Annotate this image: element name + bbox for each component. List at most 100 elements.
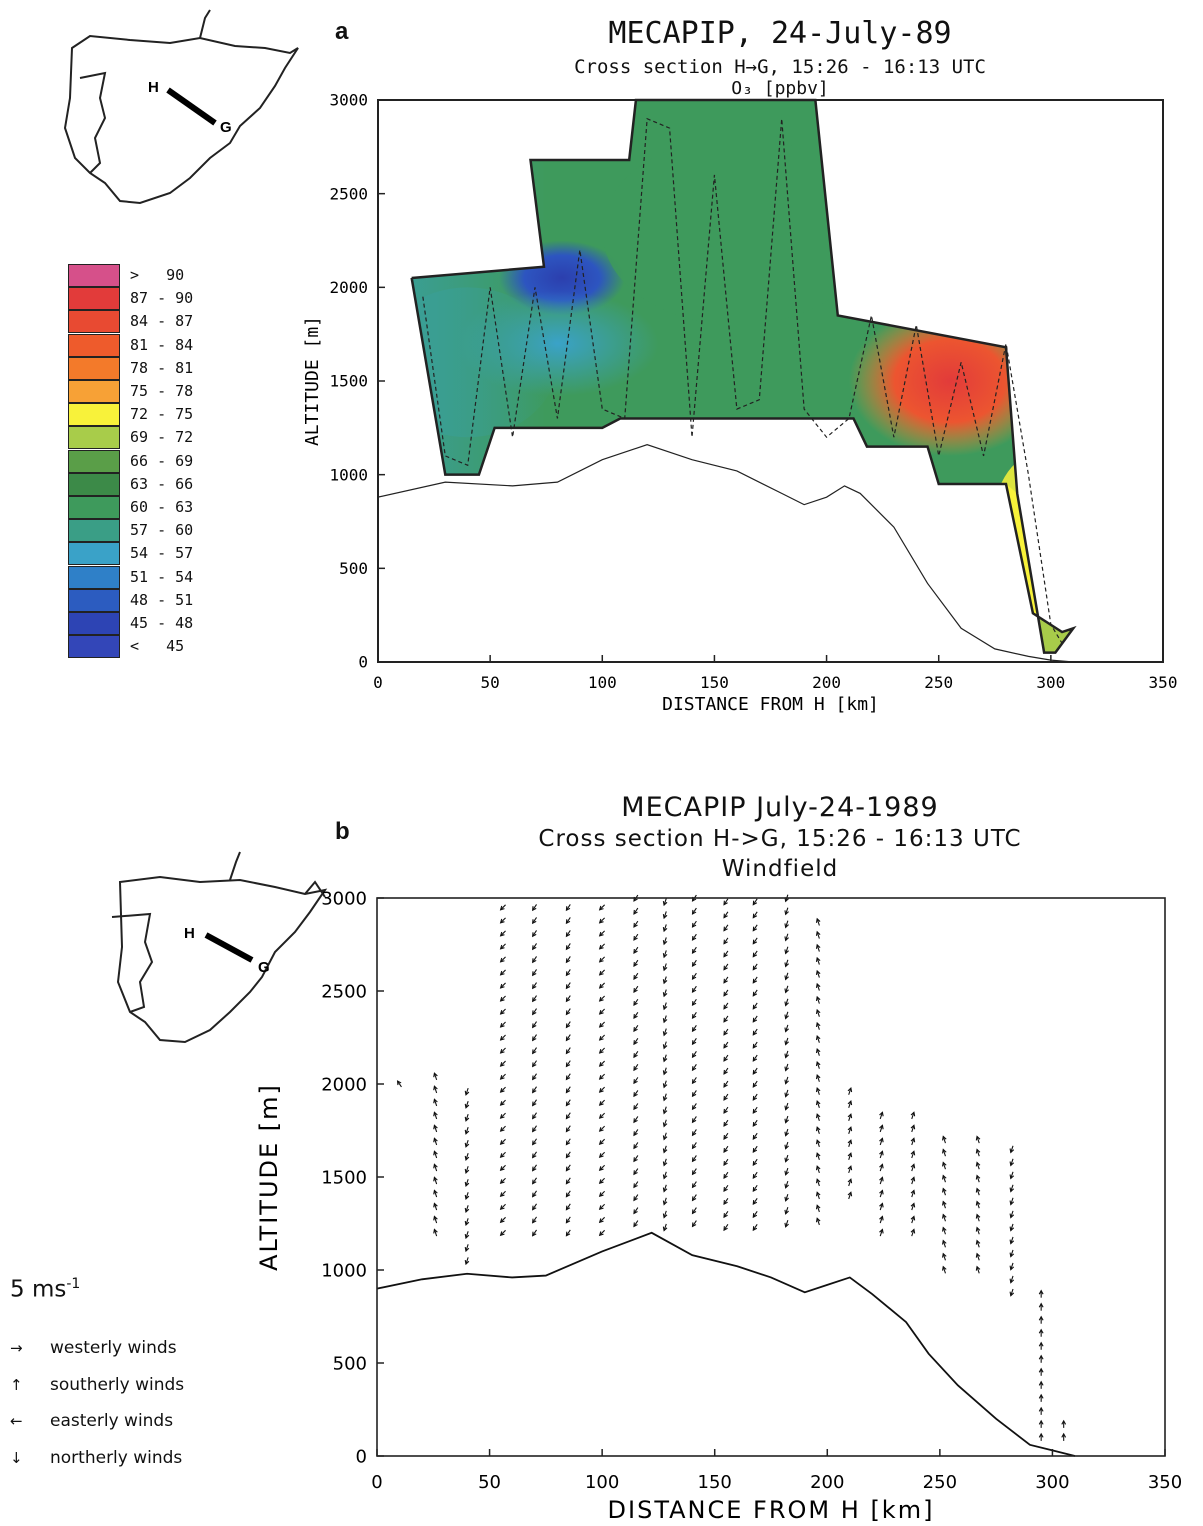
wind-arrow — [565, 917, 571, 925]
wind-arrow — [532, 1086, 537, 1094]
wind-arrow — [975, 1252, 981, 1261]
wind-arrow — [752, 1093, 758, 1101]
wind-arrow — [723, 1002, 729, 1010]
wind-arrow — [784, 1076, 789, 1085]
wind-arrow — [723, 950, 729, 958]
wind-arrow — [752, 1041, 758, 1049]
wind-arrow — [752, 937, 758, 945]
wind-arrow — [691, 933, 697, 941]
wind-arrow — [752, 1106, 758, 1114]
wind-speed-reference-exponent: -1 — [66, 1276, 81, 1292]
wind-arrow — [847, 1178, 853, 1187]
wind-arrow — [433, 1137, 438, 1146]
wind-arrow — [1009, 1236, 1015, 1245]
wind-arrow — [598, 1034, 606, 1041]
legend-label: 63 - 66 — [130, 474, 194, 493]
plot-a-axes: 0 50 100 150 200 250 300 350 0 500 1000 1500 2000 250… — [302, 91, 1177, 715]
wind-arrow — [662, 989, 668, 998]
wind-arrow — [879, 1150, 884, 1159]
wind-arrow — [1009, 1145, 1015, 1154]
x-tick-label: 50 — [481, 673, 500, 692]
legend-label: 84 - 87 — [130, 312, 194, 331]
ozone-zone — [602, 137, 872, 325]
wind-arrow — [879, 1202, 884, 1211]
wind-arrow — [464, 1257, 470, 1266]
wind-key-arrow-icon: ← — [10, 1412, 23, 1430]
wind-arrow — [464, 1140, 470, 1148]
wind-arrow — [532, 982, 537, 990]
wind-arrow — [633, 1129, 639, 1137]
wind-arrow — [633, 1142, 639, 1150]
wind-arrow — [662, 1223, 668, 1232]
wind-arrow — [662, 1210, 668, 1219]
wind-arrow — [942, 1252, 947, 1261]
wind-arrow — [633, 1168, 639, 1176]
wind-arrow — [598, 1073, 606, 1080]
wind-arrow — [784, 1050, 789, 1059]
legend-swatch — [68, 403, 120, 427]
wind-arrow — [532, 943, 537, 951]
wind-arrow — [691, 959, 697, 967]
x-tick-label: 50 — [478, 1472, 501, 1493]
wind-arrow — [784, 972, 789, 981]
iberia-coast-outline — [63, 34, 299, 205]
wind-key-label: westerly winds — [50, 1338, 177, 1358]
wind-arrow — [723, 1224, 729, 1232]
wind-arrow — [847, 1165, 853, 1174]
wind-arrow — [691, 1220, 697, 1228]
wind-arrow — [499, 904, 506, 911]
wind-key-item: ↑ southerly winds — [10, 1375, 184, 1395]
wind-arrow — [662, 1184, 668, 1193]
wind-arrow — [1038, 1406, 1044, 1415]
wind-arrow — [723, 1041, 729, 1049]
iberia-coast-outline-b — [116, 875, 328, 1044]
wind-arrow — [723, 1054, 729, 1062]
plot-b-frame — [376, 897, 1166, 1457]
x-tick-label: 200 — [812, 673, 841, 692]
wind-arrow — [815, 917, 821, 926]
wind-arrow — [910, 1189, 916, 1198]
wind-arrow — [598, 1138, 606, 1145]
legend-swatch — [68, 449, 120, 473]
wind-arrow — [633, 972, 639, 980]
wind-arrow — [723, 1197, 729, 1206]
wind-arrow — [662, 1002, 668, 1011]
x-tick-label: 300 — [1036, 673, 1065, 692]
wind-arrow — [752, 1067, 758, 1075]
wind-arrow — [598, 982, 606, 989]
wind-arrow — [499, 982, 506, 989]
wind-arrow — [815, 1087, 821, 1095]
wind-arrow — [691, 1064, 697, 1072]
map-a-start-label: H — [148, 79, 159, 96]
x-tick-label: 200 — [810, 1472, 844, 1493]
wind-arrow — [662, 937, 668, 946]
wind-key-item: ↓ northerly winds — [10, 1448, 182, 1468]
y-tick-label: 2000 — [329, 278, 368, 297]
wind-arrow — [598, 956, 606, 963]
wind-arrow — [691, 1011, 697, 1020]
wind-arrow — [1009, 1288, 1015, 1297]
wind-arrow — [815, 1152, 821, 1161]
x-tick-label: 0 — [371, 1472, 382, 1493]
wind-arrow — [662, 898, 668, 907]
wind-arrow — [662, 1028, 668, 1037]
wind-arrow — [975, 1161, 981, 1170]
wind-arrow — [942, 1213, 947, 1222]
wind-arrow — [784, 1037, 789, 1046]
wind-arrow — [910, 1228, 916, 1237]
wind-arrow — [847, 1087, 853, 1095]
wind-arrow — [723, 1080, 729, 1088]
plot-b-axes: 0 50 100 150 200 250 300 350 0 500 1000 1500 2000 250… — [255, 888, 1182, 1524]
wind-arrow — [598, 1229, 606, 1237]
wind-key-label: northerly winds — [50, 1447, 183, 1468]
wind-arrow — [464, 1113, 470, 1122]
wind-arrow — [691, 1051, 697, 1059]
wind-arrow — [598, 1008, 606, 1015]
x-tick-label: 100 — [585, 1472, 619, 1493]
wind-arrow — [598, 1203, 606, 1211]
map-a-end-label: G — [220, 119, 232, 136]
iberia-map-b: H G — [111, 851, 328, 1044]
wind-arrow — [942, 1200, 947, 1209]
wind-arrow — [815, 1217, 821, 1226]
